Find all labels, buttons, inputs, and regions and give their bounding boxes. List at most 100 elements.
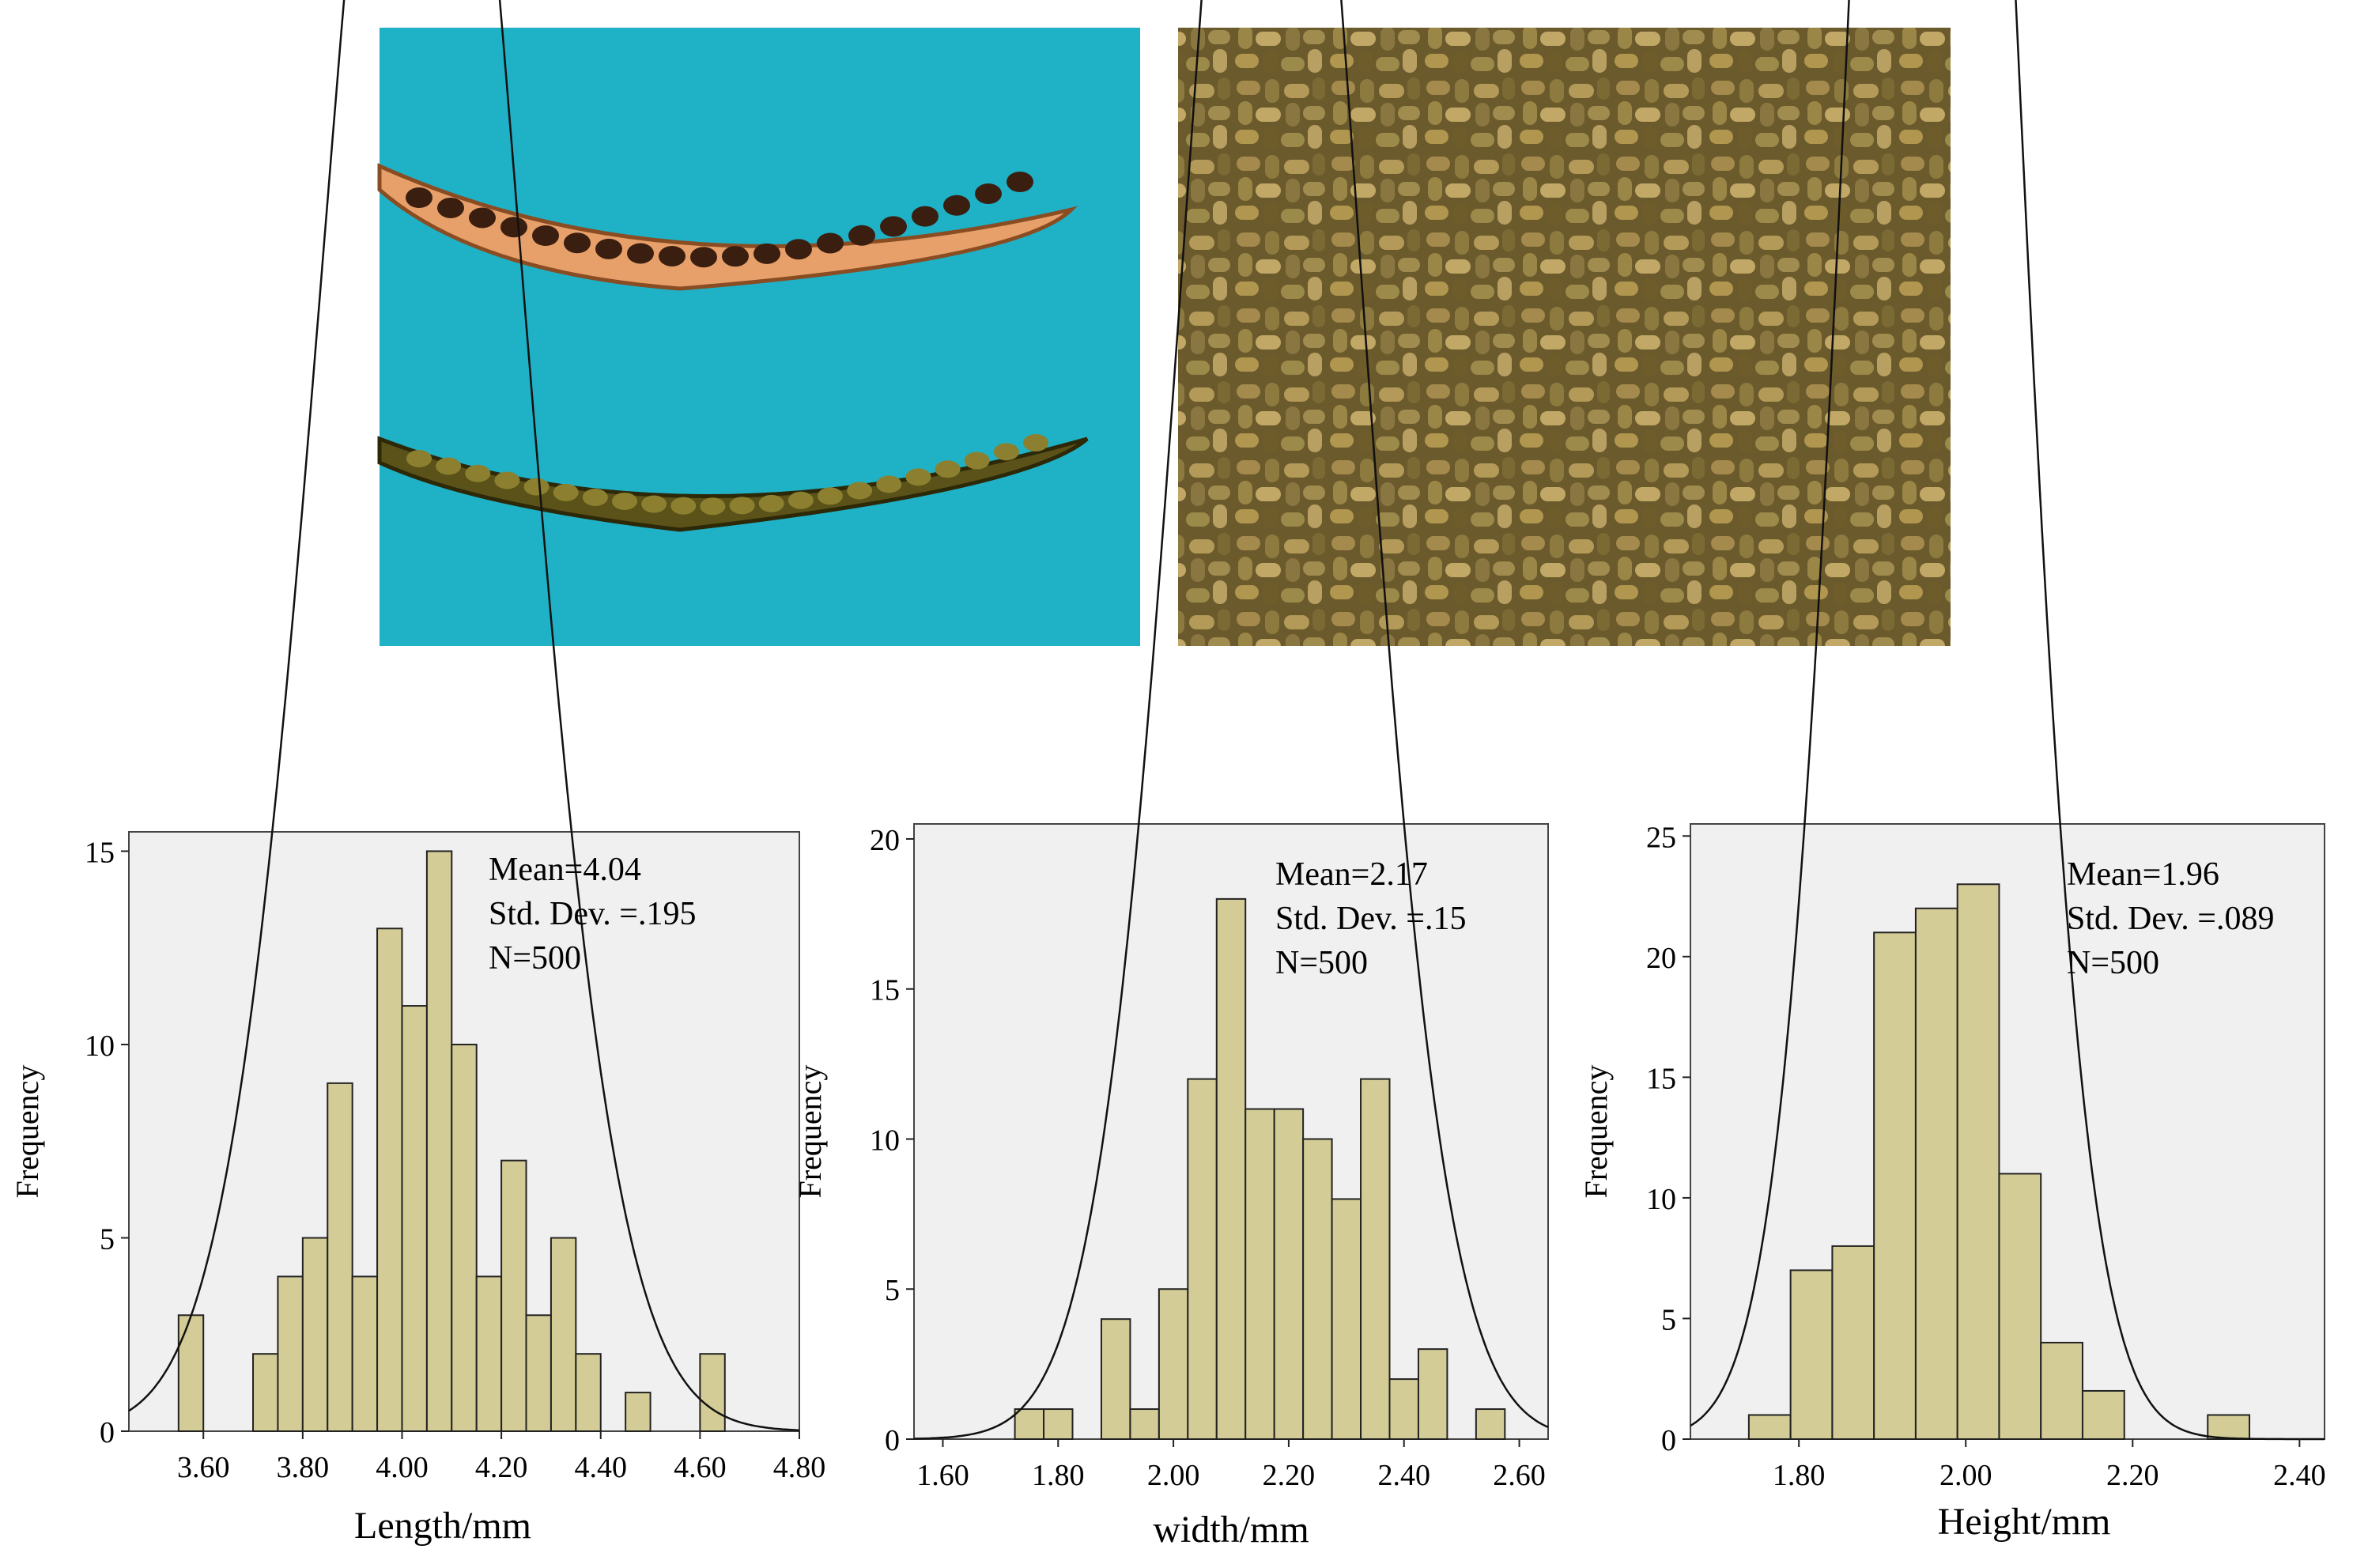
- histogram-bar: [1014, 1408, 1045, 1441]
- histogram-bar: [575, 1353, 602, 1433]
- pod-seed: [935, 460, 961, 478]
- pod-seed: [1007, 172, 1033, 192]
- histogram-bar: [301, 1237, 329, 1433]
- histogram-bar: [451, 1043, 478, 1433]
- histogram-bar: [2207, 1414, 2251, 1441]
- histogram-bar: [1789, 1269, 1834, 1441]
- x-tick-label: 2.20: [1263, 1459, 1316, 1492]
- pod-seed: [437, 197, 464, 218]
- x-tick-label: 1.60: [916, 1459, 969, 1492]
- y-tick-label: 0: [885, 1424, 900, 1457]
- pod-seed: [729, 497, 755, 515]
- x-tick-label: 1.80: [1773, 1459, 1826, 1492]
- pod-seed: [785, 239, 812, 260]
- histogram-bar: [1244, 1108, 1275, 1441]
- pod-seed: [943, 195, 970, 216]
- x-tick-label: 2.20: [2106, 1459, 2159, 1492]
- histogram-bar: [625, 1392, 652, 1433]
- x-axis-label: width/mm: [1153, 1509, 1309, 1551]
- pod-seed: [690, 247, 717, 268]
- histogram-bar: [525, 1314, 552, 1432]
- histogram-bar: [1873, 931, 1917, 1440]
- x-tick-label: 2.40: [2273, 1459, 2326, 1492]
- y-axis-label: Frequency: [792, 1065, 828, 1199]
- pod-seed: [500, 217, 527, 238]
- stats-line: Mean=2.17: [1275, 856, 1428, 893]
- histogram-bar: [425, 850, 453, 1433]
- histogram-bar: [1129, 1408, 1160, 1441]
- histogram-bar: [2040, 1341, 2083, 1441]
- pod-seed: [436, 457, 462, 475]
- pod-seed: [787, 491, 814, 509]
- histogram-bar: [699, 1353, 726, 1433]
- histogram-bar: [1914, 907, 1958, 1440]
- histogram-height: 0 5 10 15 20 25 1.80 2.00 2.20 2.40 Height/mm Frequ…: [1578, 0, 2326, 1543]
- y-tick-label: 15: [1646, 1062, 1676, 1095]
- x-tick-label: 4.80: [773, 1451, 826, 1484]
- pod-seed: [465, 464, 491, 482]
- pod-seed: [582, 489, 608, 507]
- x-tick-label: 2.00: [1147, 1459, 1200, 1492]
- y-tick-label: 15: [870, 974, 900, 1007]
- x-tick-label: 3.60: [177, 1451, 230, 1484]
- y-tick-label: 15: [85, 836, 115, 869]
- pod-seed: [627, 243, 654, 264]
- stats-line: Std. Dev. =.089: [2067, 901, 2274, 937]
- histogram-bar: [1998, 1173, 2042, 1441]
- stats-line: N=500: [489, 940, 581, 977]
- seed-pods-photo: [377, 28, 1140, 646]
- normal-curve: [1690, 0, 2325, 1441]
- y-tick-label: 20: [870, 824, 900, 857]
- y-axis-label: Frequency: [9, 1065, 45, 1199]
- histogram-bar: [1388, 1378, 1419, 1440]
- x-tick-label: 2.40: [1377, 1459, 1430, 1492]
- histogram-length: 0 5 10 15 3.60 3.80 4.00 4.20 4.40 4.60 4.80 Length…: [9, 0, 825, 1547]
- x-tick-label: 4.40: [574, 1451, 627, 1484]
- x-tick-label: 4.00: [376, 1451, 429, 1484]
- histogram-bar: [1215, 897, 1247, 1440]
- pod-upper: [377, 163, 1078, 291]
- pod-seed: [406, 450, 432, 467]
- pod-seed: [818, 487, 843, 505]
- y-axis-label: Frequency: [1578, 1065, 1614, 1199]
- pod-seed: [880, 216, 907, 237]
- pod-seed: [722, 246, 749, 267]
- histogram-width: 0 5 10 15 20 1.60 1.80 2.00 2.20 2.40 2.60 width/mm…: [792, 0, 1549, 1551]
- x-tick-label: 2.60: [1493, 1459, 1546, 1492]
- histogram-bar: [252, 1353, 279, 1433]
- stats-line: N=500: [2067, 945, 2159, 981]
- stats-line: N=500: [1275, 945, 1368, 981]
- y-tick-label: 20: [1646, 942, 1676, 975]
- histogram-bar: [401, 1005, 428, 1433]
- pod-seed: [848, 225, 875, 246]
- pod-seed: [553, 483, 579, 501]
- stats-line: Mean=4.04: [489, 852, 641, 888]
- pod-seed: [912, 206, 939, 227]
- histogram-bar: [1187, 1078, 1218, 1440]
- y-tick-label: 10: [1646, 1183, 1676, 1216]
- histogram-bar: [376, 928, 403, 1432]
- histogram-bar: [1100, 1318, 1131, 1440]
- x-axis-label: Length/mm: [354, 1505, 531, 1547]
- pod-seed: [964, 452, 990, 470]
- stats-line: Mean=1.96: [2067, 856, 2219, 893]
- pod-seed: [975, 183, 1002, 205]
- normal-curve: [913, 0, 1549, 1440]
- pod-seed: [523, 478, 550, 496]
- histogram-bar: [500, 1159, 527, 1432]
- y-tick-label: 10: [85, 1030, 115, 1063]
- pod-seed: [494, 471, 520, 489]
- pod-seed: [612, 492, 637, 510]
- pod-seed: [659, 245, 686, 266]
- y-tick-label: 0: [100, 1416, 115, 1449]
- x-tick-label: 4.60: [674, 1451, 727, 1484]
- pod-seed: [753, 243, 780, 264]
- histogram-bar: [550, 1237, 577, 1433]
- pod-seed: [876, 475, 902, 493]
- pod-seed: [595, 238, 622, 259]
- pod-seed: [1023, 434, 1048, 452]
- pod-seed: [564, 232, 591, 254]
- stats-line: Std. Dev. =.15: [1275, 901, 1466, 937]
